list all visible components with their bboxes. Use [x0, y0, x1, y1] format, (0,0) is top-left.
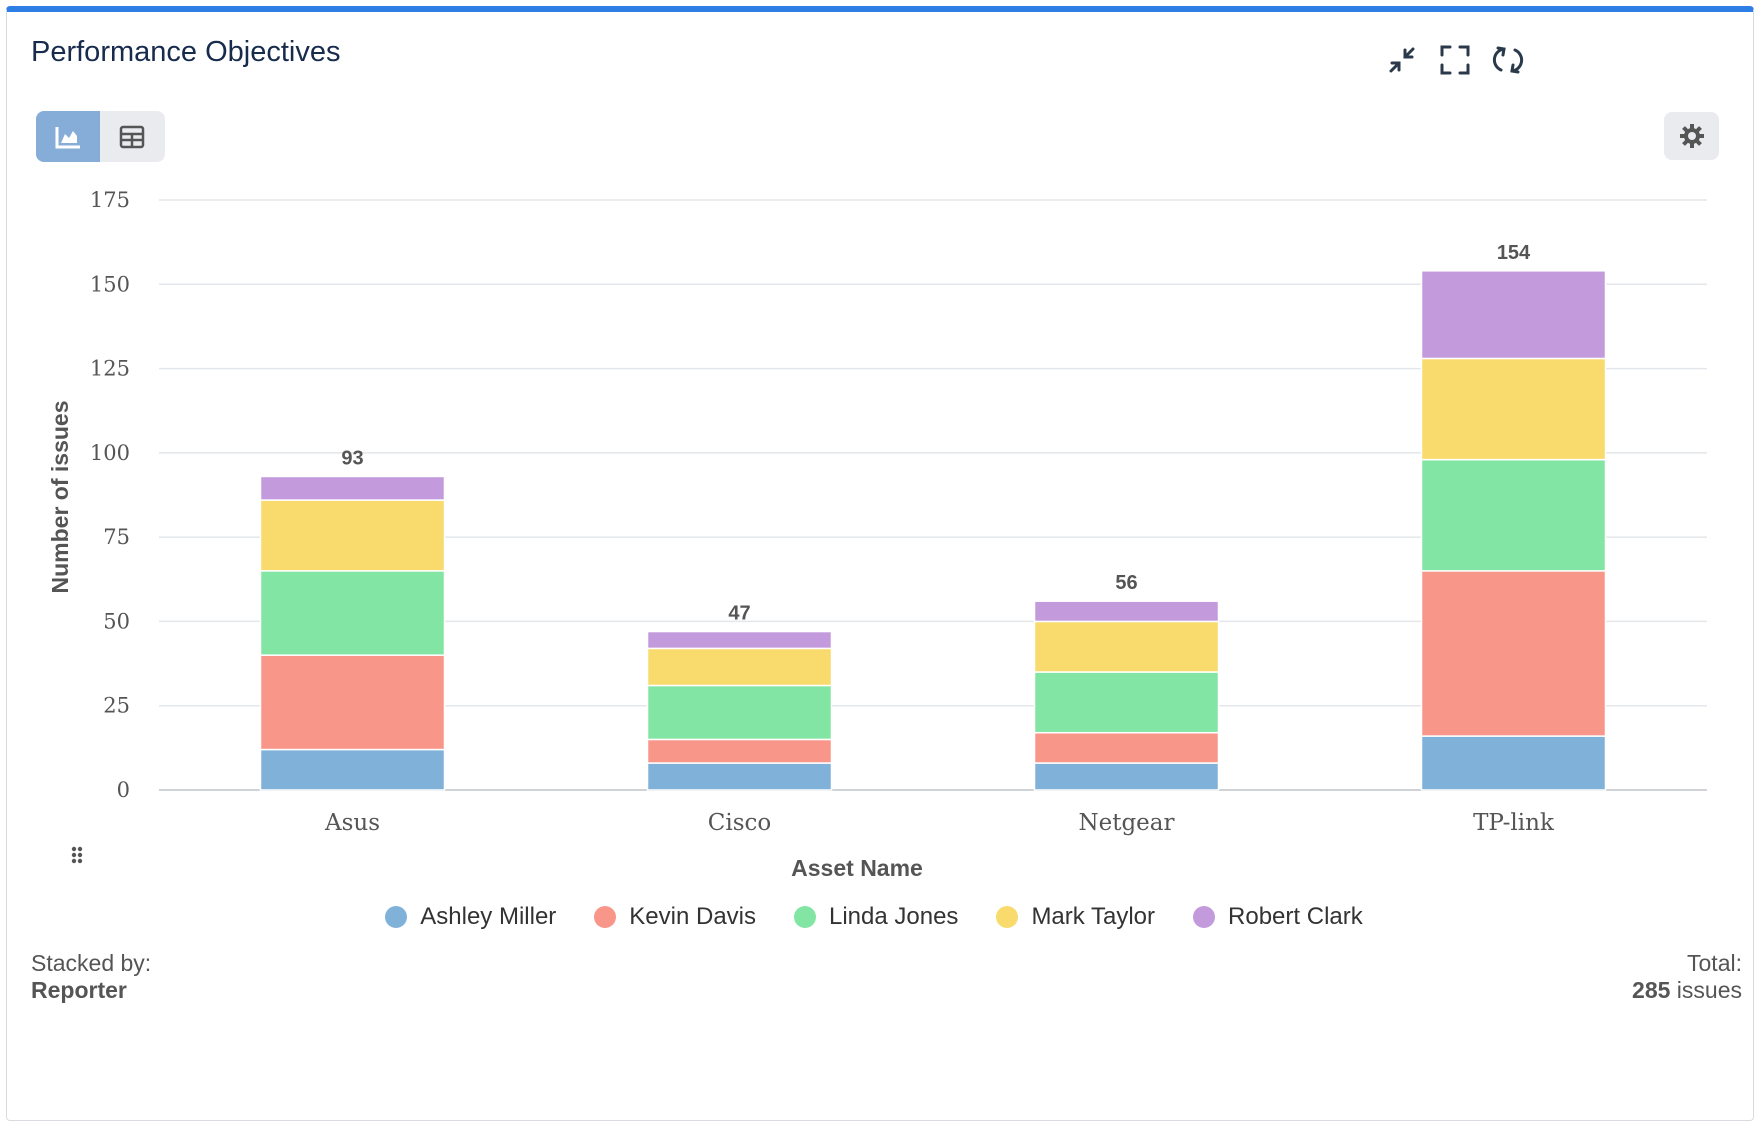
total-unit: issues — [1676, 977, 1742, 1003]
legend-item[interactable]: Ashley Miller — [385, 903, 556, 931]
bar-total-label: 47 — [728, 603, 750, 625]
bar-segment — [1420, 458, 1607, 572]
view-toggle — [36, 111, 165, 162]
bar-segment — [646, 762, 833, 791]
table-icon[interactable] — [100, 111, 164, 162]
bar-segment — [646, 630, 833, 650]
stacked-by-info: Stacked by: Reporter — [31, 950, 151, 1004]
bar-segment — [646, 647, 833, 687]
stacked-by-label: Stacked by: — [31, 950, 152, 976]
y-tick-label: 125 — [90, 357, 130, 381]
legend-item[interactable]: Linda Jones — [794, 903, 958, 931]
legend-dot-icon — [996, 906, 1019, 928]
y-tick-label: 25 — [103, 694, 130, 718]
legend-label: Robert Clark — [1228, 903, 1363, 930]
bar-total-label: 93 — [341, 447, 363, 469]
legend-item[interactable]: Mark Taylor — [996, 903, 1155, 931]
gear-icon[interactable] — [1664, 112, 1719, 160]
refresh-icon[interactable] — [1488, 40, 1528, 80]
chart-legend: Ashley Miller Kevin Davis Linda Jones Mark … — [0, 903, 1748, 931]
bar-segment — [259, 654, 446, 751]
y-tick-label: 75 — [103, 525, 130, 549]
y-tick-label: 0 — [117, 778, 130, 802]
total-info: Total: 285 issues — [1632, 950, 1742, 1004]
widget-title: Performance Objectives — [31, 36, 341, 68]
fullscreen-icon[interactable] — [1435, 40, 1475, 80]
collapse-icon[interactable] — [1382, 40, 1422, 80]
bar-segment — [1420, 570, 1607, 737]
bar-segment — [646, 684, 833, 741]
bar-segment — [259, 570, 446, 656]
bar-segment — [1420, 357, 1607, 461]
y-axis-title: Number of issues — [47, 401, 73, 594]
legend-dot-icon — [794, 906, 816, 928]
legend-label: Mark Taylor — [1031, 903, 1156, 930]
bar-segment — [259, 475, 446, 501]
x-tick-label: Cisco — [708, 810, 772, 836]
y-tick-label: 150 — [90, 272, 130, 296]
bar-total-label: 154 — [1497, 242, 1531, 264]
legend-label: Ashley Miller — [420, 903, 557, 930]
stacked-bar-chart: 0 25 50 75 100 125 150 175 Number of issues Asset… — [47, 188, 1707, 881]
bar-segment — [1033, 620, 1220, 673]
bar-segment — [646, 738, 833, 764]
stacked-by-value: Reporter — [31, 977, 127, 1003]
bar-segment — [259, 499, 446, 572]
legend-dot-icon — [594, 906, 617, 928]
legend-item[interactable]: Kevin Davis — [594, 903, 756, 931]
legend-item[interactable]: Robert Clark — [1193, 903, 1363, 931]
bar-segment — [1033, 671, 1220, 734]
bar-segment — [259, 748, 446, 791]
total-label: Total: — [1687, 950, 1742, 976]
bar-segment — [1033, 600, 1220, 623]
bar-segment — [1033, 762, 1220, 791]
y-tick-label: 175 — [90, 188, 130, 212]
x-tick-label: TP-link — [1473, 810, 1555, 836]
bar-segment — [1420, 270, 1607, 360]
bar-segment — [1033, 731, 1220, 764]
legend-label: Linda Jones — [829, 903, 959, 930]
total-count: 285 — [1632, 977, 1671, 1003]
legend-label: Kevin Davis — [629, 903, 756, 930]
bar-total-label: 56 — [1115, 572, 1137, 594]
x-axis-title: Asset Name — [791, 855, 923, 881]
area-chart-icon[interactable] — [36, 111, 100, 162]
x-tick-label: Asus — [324, 810, 380, 836]
y-tick-label: 50 — [103, 609, 130, 633]
y-tick-label: 100 — [90, 441, 130, 465]
legend-dot-icon — [1193, 906, 1216, 928]
legend-dot-icon — [385, 906, 408, 928]
x-tick-label: Netgear — [1078, 810, 1174, 836]
drag-handle-icon[interactable] — [70, 845, 84, 870]
bar-segment — [1420, 735, 1607, 791]
